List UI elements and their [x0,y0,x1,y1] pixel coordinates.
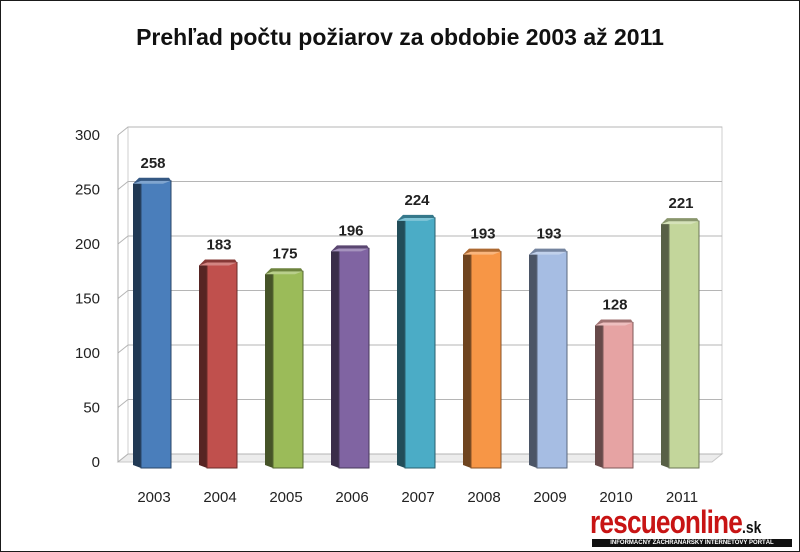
bar-side [265,271,273,468]
value-label: 175 [272,245,297,262]
x-tick-label: 2011 [666,489,698,506]
y-tick-label: 50 [83,400,100,417]
logo-tld: .sk [742,518,762,537]
bar-side [199,262,207,468]
value-label: 224 [404,192,430,209]
value-label: 221 [668,195,693,212]
bar-top-edge [529,248,567,255]
bar [470,251,502,469]
x-tick-label: 2004 [203,489,236,506]
y-tick-label: 100 [75,345,100,362]
value-label: 128 [602,296,627,313]
x-tick-label: 2009 [533,489,566,506]
bar-top [529,251,567,255]
bar-side [133,180,141,468]
bar [272,270,304,469]
bar [338,247,370,469]
bar [140,180,172,469]
x-tick-label: 2003 [137,489,170,506]
x-tick-label: 2010 [599,489,632,506]
value-label: 193 [536,226,561,243]
x-tick-label: 2005 [269,489,302,506]
bar-top-edge [199,259,237,266]
gridline [117,235,722,245]
bar-side [397,217,405,468]
bar [404,217,436,469]
bar-top [133,180,171,184]
bar-top [199,262,237,266]
bar-top [331,248,369,252]
bar-top-edge [265,268,303,275]
value-label: 196 [338,222,363,239]
rescueonline-logo: rescueonline.sk INFORMAČNÝ ZÁCHRANÁRSKY … [590,506,795,550]
y-tick-label: 250 [75,182,100,199]
value-label: 183 [206,237,231,254]
bar-top-edge [133,177,171,184]
bar-top [661,221,699,225]
y-tick-label: 200 [75,236,100,253]
bar-top [265,271,303,275]
bar [668,220,700,469]
chart-title: Prehľad počtu požiarov za obdobie 2003 a… [136,24,664,50]
y-tick-label: 300 [75,127,100,144]
bar-top-edge [661,218,699,225]
gridline [117,126,722,136]
bar-top [595,322,633,326]
bar-side [331,248,339,468]
gridline [117,344,722,354]
bar-top [463,251,501,255]
bar-side [661,221,669,468]
bar [206,262,238,469]
x-tick-label: 2008 [467,489,500,506]
gridline [117,290,722,299]
gridline [117,181,722,190]
bar [536,251,568,469]
bar-top-edge [595,319,633,326]
bar [602,321,634,469]
bar-side [595,322,603,468]
y-tick-label: 150 [75,291,100,308]
value-label: 193 [470,226,495,243]
bar-top-edge [463,248,501,255]
logo-wordmark: rescueonline.sk [590,504,762,544]
x-tick-label: 2006 [335,489,368,506]
bar-top-edge [331,245,369,252]
y-tick-label: 0 [92,454,100,471]
logo-main-text: rescueonline [590,504,743,540]
gridline [117,453,722,463]
gridline [117,399,722,408]
bar-top-edge [397,214,435,221]
value-label: 258 [140,155,165,172]
x-tick-label: 2007 [401,489,434,506]
bar-side [463,251,471,468]
bar-side [529,251,537,468]
logo-tagline: INFORMAČNÝ ZÁCHRANÁRSKY INTERNETOVÝ PORT… [592,539,792,547]
bar-top [397,217,435,221]
